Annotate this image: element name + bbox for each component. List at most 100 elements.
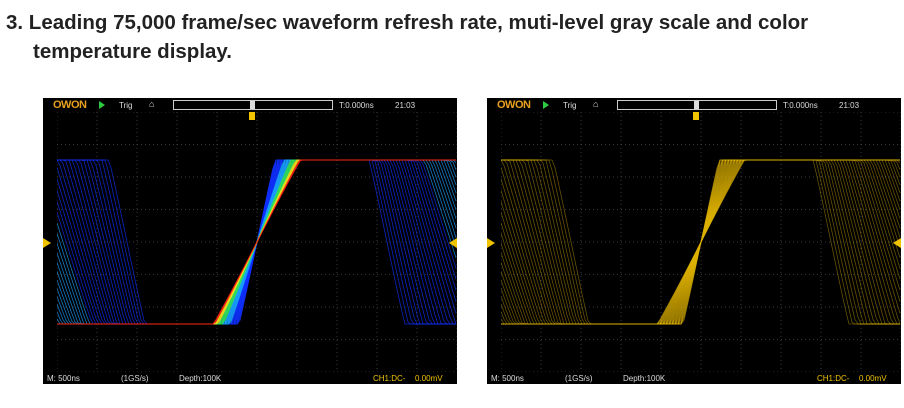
time-offset: T:0.000ns — [783, 101, 818, 110]
waveform-trace — [501, 159, 900, 325]
trigger-level-marker-right — [893, 238, 901, 248]
waveform-grid — [57, 112, 457, 372]
trigger-level: 0.00mV — [859, 374, 887, 383]
scope-statusbar: M: 500ns (1GS/s) Depth:100K CH1:DC- 0.00… — [43, 372, 457, 384]
timebase: M: 500ns — [47, 374, 80, 383]
waveform-trace — [57, 159, 456, 325]
heading-line-2: temperature display. — [33, 40, 232, 63]
trigger-position-marker — [693, 112, 699, 120]
waveform-trace — [501, 159, 900, 325]
waveform-trace — [501, 159, 901, 325]
waveform-trace — [501, 159, 901, 325]
time-offset: T:0.000ns — [339, 101, 374, 110]
trig-label: Trig — [563, 101, 577, 110]
waveform-trace — [501, 159, 900, 325]
waveform-trace — [501, 159, 900, 325]
waveform-trace — [501, 159, 900, 325]
waveform-trace — [501, 159, 900, 325]
waveform-trace — [501, 159, 900, 325]
waveform-trace — [501, 159, 900, 325]
waveform-trace — [501, 159, 900, 325]
channel-coupling: CH1:DC- — [817, 374, 850, 383]
heading-line-1: 3. Leading 75,000 frame/sec waveform ref… — [6, 11, 809, 34]
waveform-trace — [501, 159, 900, 325]
clock: 21:03 — [395, 101, 416, 110]
waveform-trace — [501, 159, 901, 325]
home-icon: ⌂ — [149, 99, 155, 109]
waveform-trace — [501, 159, 900, 325]
run-icon — [543, 101, 549, 109]
section-heading: 3. Leading 75,000 frame/sec waveform ref… — [6, 8, 896, 66]
waveform-trace — [501, 159, 900, 325]
waveform-trace — [501, 159, 900, 325]
owon-logo: OWON — [53, 99, 87, 111]
scope-topbar: OWON Trig ⌂ T:0.000ns 21:03 — [43, 98, 457, 112]
trackbar-position-marker — [694, 101, 699, 109]
waveform-trace — [501, 159, 901, 325]
waveform-trace — [501, 159, 900, 325]
trigger-position-marker — [249, 112, 255, 120]
waveform-trace — [501, 159, 900, 325]
scope-topbar: OWON Trig ⌂ T:0.000ns 21:03 — [487, 98, 901, 112]
waveform-trace — [501, 159, 900, 325]
sample-rate: (1GS/s) — [121, 374, 149, 383]
trig-label: Trig — [119, 101, 133, 110]
waveform-trace — [501, 159, 900, 325]
waveform-trace — [501, 159, 901, 325]
run-icon — [99, 101, 105, 109]
waveform-trace — [501, 159, 901, 325]
waveform-trace — [501, 159, 900, 325]
waveform-trace — [501, 159, 901, 325]
waveform-trace — [501, 159, 900, 325]
waveform-trace — [501, 159, 901, 325]
waveform-trace — [501, 159, 900, 325]
clock: 21:03 — [839, 101, 860, 110]
waveform-trace — [501, 159, 900, 325]
oscilloscope-screen-color: OWON Trig ⌂ T:0.000ns 21:03 M: 500ns (1G… — [43, 98, 457, 384]
waveform-trace — [501, 159, 900, 325]
waveform-trace — [501, 159, 900, 325]
oscilloscope-screen-gray: OWON Trig ⌂ T:0.000ns 21:03 M: 500ns (1G… — [487, 98, 901, 384]
memory-depth: Depth:100K — [179, 374, 222, 383]
sample-rate: (1GS/s) — [565, 374, 593, 383]
waveform-trace — [501, 159, 900, 325]
trackbar-position-marker — [250, 101, 255, 109]
waveform-trace — [501, 159, 900, 325]
memory-trackbar — [617, 100, 777, 110]
waveform-trace — [501, 159, 900, 325]
waveform-trace — [501, 159, 900, 325]
waveform-trace — [501, 159, 901, 325]
waveform-trace — [501, 159, 900, 325]
memory-depth: Depth:100K — [623, 374, 666, 383]
waveform-trace — [501, 159, 900, 325]
waveform-trace — [501, 159, 901, 325]
trigger-level-marker-right — [449, 238, 457, 248]
waveform-trace — [501, 159, 900, 325]
waveform-trace — [501, 159, 901, 325]
waveform-trace — [501, 159, 901, 325]
waveform-trace — [501, 159, 901, 325]
trigger-level: 0.00mV — [415, 374, 443, 383]
waveform-trace — [501, 159, 901, 325]
channel-level-marker-left — [43, 238, 51, 248]
waveform-trace — [501, 159, 900, 325]
owon-logo: OWON — [497, 99, 531, 111]
channel-level-marker-left — [487, 238, 495, 248]
waveform-trace — [501, 159, 900, 325]
waveform-trace — [501, 159, 901, 325]
timebase: M: 500ns — [491, 374, 524, 383]
waveform-trace — [501, 159, 900, 325]
waveform-grid — [501, 112, 901, 372]
waveform-trace — [501, 159, 901, 325]
channel-coupling: CH1:DC- — [373, 374, 406, 383]
waveform-trace — [501, 159, 901, 325]
waveform-trace — [501, 159, 900, 325]
waveform-trace — [501, 159, 900, 325]
waveform-trace — [501, 159, 900, 325]
waveform-trace — [501, 159, 900, 325]
waveform-trace — [501, 159, 901, 325]
waveform-trace — [501, 159, 900, 325]
scope-statusbar: M: 500ns (1GS/s) Depth:100K CH1:DC- 0.00… — [487, 372, 901, 384]
waveform-trace — [501, 159, 900, 325]
memory-trackbar — [173, 100, 333, 110]
